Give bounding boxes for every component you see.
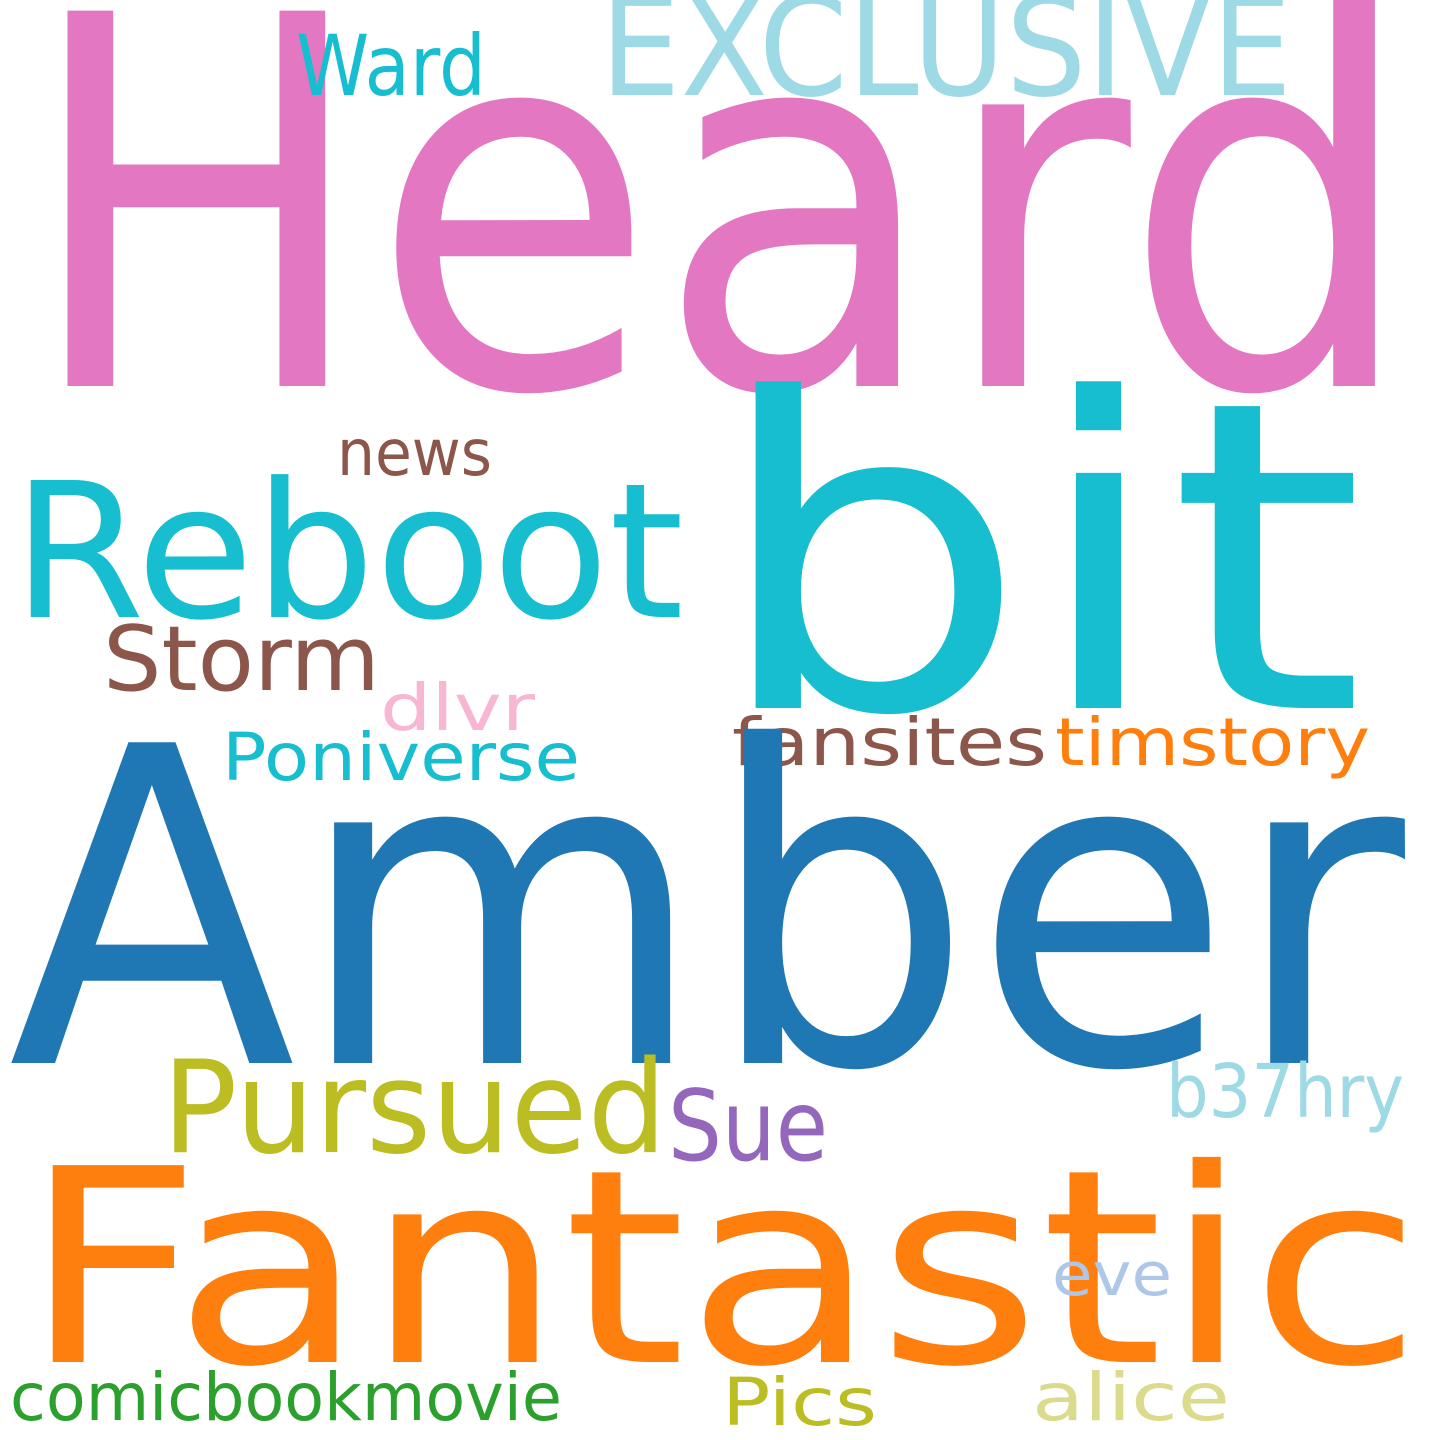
word-poniverse: Poniverse bbox=[222, 719, 580, 796]
word-fantastic: Fantastic bbox=[22, 1111, 1422, 1426]
word-amber: Amber bbox=[8, 655, 1410, 1167]
word-pics: Pics bbox=[722, 1364, 877, 1440]
word-heard: Heard bbox=[22, 0, 1417, 508]
word-bit: bit bbox=[710, 310, 1365, 810]
word-storm: Storm bbox=[103, 607, 380, 712]
word-b37hry: b37hry bbox=[1166, 1049, 1404, 1135]
word-exclusive: EXCLUSIVE bbox=[600, 0, 1292, 128]
word-dlvr: dlvr bbox=[380, 672, 536, 746]
word-sue: Sue bbox=[668, 1070, 828, 1184]
word-comicbookmovie: comicbookmovie bbox=[10, 1359, 562, 1436]
word-fansites: fansites bbox=[732, 704, 1047, 781]
word-news: news bbox=[337, 417, 492, 491]
word-timstory: timstory bbox=[1055, 704, 1370, 781]
word-pursued: Pursued bbox=[162, 1034, 667, 1183]
word-ward: Ward bbox=[296, 17, 486, 115]
word-eve: eve bbox=[1052, 1240, 1172, 1310]
word-reboot: Reboot bbox=[12, 443, 684, 662]
word-alice: alice bbox=[1032, 1359, 1230, 1436]
